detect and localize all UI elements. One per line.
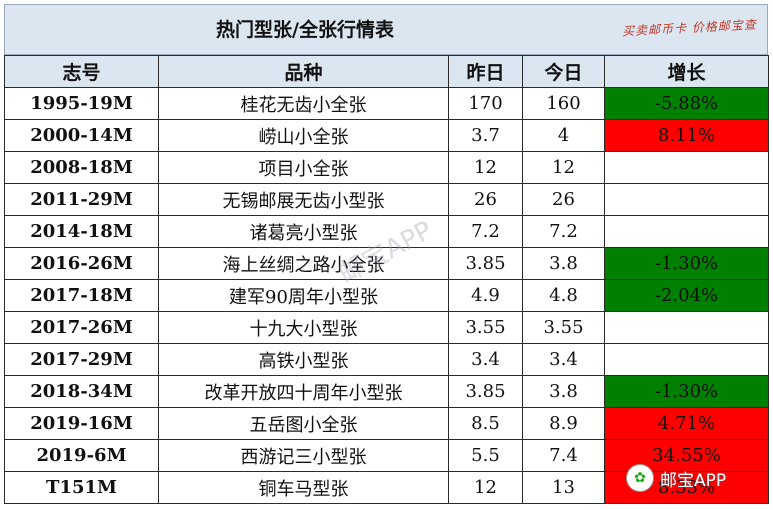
cell-today: 4.8	[522, 279, 605, 312]
table-row: 2011-29M 无锡邮展无齿小型张 26 26	[4, 183, 769, 216]
cell-name: 改革开放四十周年小型张	[158, 375, 449, 408]
cell-name: 桂花无齿小全张	[158, 87, 449, 120]
cell-code: 2019-16M	[4, 407, 159, 440]
cell-code: 1995-19M	[4, 87, 159, 120]
quote-table: 志号 品种 昨日 今日 增长 1995-19M 桂花无齿小全张 170 160 -5.8…	[4, 55, 769, 504]
table-row: 2019-6M 西游记三小型张 5.5 7.4 34.55%	[4, 439, 769, 472]
cell-name: 海上丝绸之路小全张	[158, 247, 449, 280]
table-row: 2019-16M 五岳图小全张 8.5 8.9 4.71%	[4, 407, 769, 440]
cell-code: 2000-14M	[4, 119, 159, 152]
cell-change: -2.04%	[604, 279, 769, 312]
logo-watermark: ✿ 邮宝APP	[626, 464, 726, 492]
page-title: 热门型张/全张行情表	[216, 19, 394, 41]
title-bar: 热门型张/全张行情表 买卖邮币卡 价格邮宝查	[4, 4, 768, 55]
cell-today: 3.55	[522, 311, 605, 344]
cell-today: 13	[522, 471, 605, 504]
cell-name: 崂山小全张	[158, 119, 449, 152]
cell-today: 12	[522, 151, 605, 184]
logo-watermark-text: 邮宝APP	[660, 470, 727, 491]
cell-code: 2017-18M	[4, 279, 159, 312]
cell-change	[604, 343, 769, 376]
cell-change	[604, 311, 769, 344]
cell-today: 7.4	[522, 439, 605, 472]
cell-name: 诸葛亮小型张	[158, 215, 449, 248]
cell-yesterday: 8.5	[448, 407, 523, 440]
cell-code: 2014-18M	[4, 215, 159, 248]
header-row: 志号 品种 昨日 今日 增长	[4, 55, 769, 88]
cell-change: -1.30%	[604, 375, 769, 408]
cell-change: 8.11%	[604, 119, 769, 152]
cell-today: 3.4	[522, 343, 605, 376]
cell-yesterday: 3.7	[448, 119, 523, 152]
cell-yesterday: 3.55	[448, 311, 523, 344]
cell-name: 项目小全张	[158, 151, 449, 184]
cell-yesterday: 170	[448, 87, 523, 120]
cell-yesterday: 5.5	[448, 439, 523, 472]
cell-change: -1.30%	[604, 247, 769, 280]
table-row: 2018-34M 改革开放四十周年小型张 3.85 3.8 -1.30%	[4, 375, 769, 408]
cell-code: 2008-18M	[4, 151, 159, 184]
cell-yesterday: 3.85	[448, 375, 523, 408]
header-today: 今日	[522, 55, 605, 88]
cell-change	[604, 183, 769, 216]
cell-code: 2016-26M	[4, 247, 159, 280]
table-body: 1995-19M 桂花无齿小全张 170 160 -5.88% 2000-14M 崂山小全张…	[4, 87, 769, 504]
table-row: 2017-29M 高铁小型张 3.4 3.4	[4, 343, 769, 376]
quote-sheet: 热门型张/全张行情表 买卖邮币卡 价格邮宝查 志号 品种 昨日 今日 增长 19…	[4, 4, 769, 506]
cell-name: 建军90周年小型张	[158, 279, 449, 312]
cell-name: 西游记三小型张	[158, 439, 449, 472]
header-yesterday: 昨日	[448, 55, 523, 88]
table-row: 2014-18M 诸葛亮小型张 7.2 7.2	[4, 215, 769, 248]
cell-today: 8.9	[522, 407, 605, 440]
cell-yesterday: 26	[448, 183, 523, 216]
table-row: 2016-26M 海上丝绸之路小全张 3.85 3.8 -1.30%	[4, 247, 769, 280]
cell-code: 2017-26M	[4, 311, 159, 344]
cell-code: 2011-29M	[4, 183, 159, 216]
cell-yesterday: 12	[448, 471, 523, 504]
seller-stamp: 买卖邮币卡 价格邮宝查	[621, 17, 758, 39]
header-name: 品种	[158, 55, 449, 88]
cell-code: 2017-29M	[4, 343, 159, 376]
cell-yesterday: 4.9	[448, 279, 523, 312]
cell-code: 2019-6M	[4, 439, 159, 472]
cell-name: 铜车马型张	[158, 471, 449, 504]
cell-yesterday: 7.2	[448, 215, 523, 248]
table-row: 2017-18M 建军90周年小型张 4.9 4.8 -2.04%	[4, 279, 769, 312]
cell-today: 4	[522, 119, 605, 152]
header-code: 志号	[4, 55, 159, 88]
cell-change: 4.71%	[604, 407, 769, 440]
table-row: 2008-18M 项目小全张 12 12	[4, 151, 769, 184]
cell-today: 3.8	[522, 247, 605, 280]
cell-today: 160	[522, 87, 605, 120]
cell-today: 26	[522, 183, 605, 216]
wechat-icon: ✿	[626, 464, 654, 492]
cell-yesterday: 3.85	[448, 247, 523, 280]
cell-name: 十九大小型张	[158, 311, 449, 344]
cell-code: 2018-34M	[4, 375, 159, 408]
table-row: 2000-14M 崂山小全张 3.7 4 8.11%	[4, 119, 769, 152]
cell-change	[604, 151, 769, 184]
cell-change	[604, 215, 769, 248]
cell-today: 7.2	[522, 215, 605, 248]
table-row: 1995-19M 桂花无齿小全张 170 160 -5.88%	[4, 87, 769, 120]
cell-name: 无锡邮展无齿小型张	[158, 183, 449, 216]
table-row: 2017-26M 十九大小型张 3.55 3.55	[4, 311, 769, 344]
cell-code: T151M	[4, 471, 159, 504]
cell-yesterday: 12	[448, 151, 523, 184]
cell-yesterday: 3.4	[448, 343, 523, 376]
cell-name: 五岳图小全张	[158, 407, 449, 440]
cell-today: 3.8	[522, 375, 605, 408]
cell-name: 高铁小型张	[158, 343, 449, 376]
table-row: T151M 铜车马型张 12 13 8.33%	[4, 471, 769, 504]
header-change: 增长	[604, 55, 769, 88]
cell-change: -5.88%	[604, 87, 769, 120]
